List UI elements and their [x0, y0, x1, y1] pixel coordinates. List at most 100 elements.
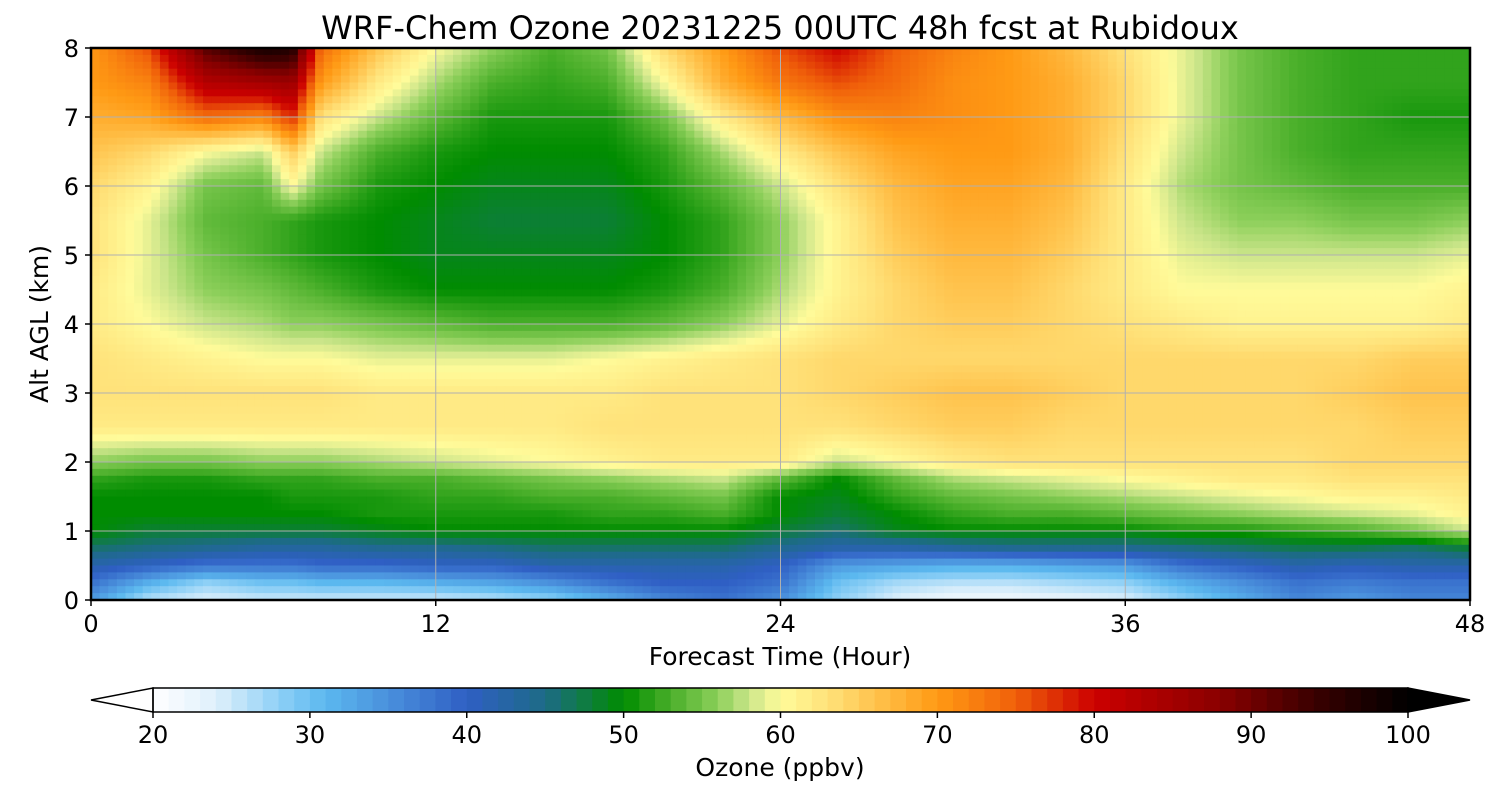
heatmap-cell	[1047, 227, 1057, 235]
heatmap-cell	[935, 48, 945, 56]
heatmap-cell	[1004, 75, 1014, 84]
heatmap-cell	[1332, 130, 1342, 139]
heatmap-cell	[1116, 117, 1126, 125]
heatmap-cell	[1021, 234, 1032, 242]
heatmap-cell	[840, 61, 851, 70]
heatmap-cell	[1185, 117, 1195, 125]
heatmap-cell	[323, 144, 334, 153]
heatmap-cell	[909, 130, 920, 139]
heatmap-cell	[633, 82, 644, 91]
heatmap-cell	[444, 206, 454, 215]
heatmap-cell	[384, 144, 394, 153]
heatmap-cell	[228, 130, 239, 139]
heatmap-cell	[289, 103, 299, 111]
heatmap-cell	[185, 192, 196, 201]
heatmap-cell	[271, 137, 282, 146]
heatmap-cell	[418, 192, 428, 201]
heatmap-cell	[711, 255, 721, 263]
heatmap-cell	[927, 255, 937, 263]
heatmap-cell	[1357, 165, 1368, 173]
heatmap-cell	[1297, 130, 1307, 139]
heatmap-cell	[814, 61, 825, 70]
heatmap-cell	[1202, 103, 1213, 111]
heatmap-cell	[1073, 61, 1083, 70]
heatmap-cell	[323, 130, 334, 139]
heatmap-cell	[306, 89, 316, 97]
heatmap-cell	[220, 206, 230, 215]
heatmap-cell	[1461, 89, 1470, 97]
heatmap-cell	[1245, 137, 1256, 146]
heatmap-cell	[1254, 103, 1264, 111]
heatmap-cell	[642, 68, 652, 77]
heatmap-cell	[720, 103, 730, 111]
heatmap-cell	[599, 192, 609, 201]
heatmap-cell	[1263, 48, 1273, 56]
heatmap-cell	[504, 220, 515, 229]
heatmap-cell	[1202, 130, 1213, 139]
heatmap-cell	[1142, 89, 1152, 97]
heatmap-cell	[521, 61, 532, 70]
heatmap-cell	[1435, 213, 1445, 222]
heatmap-cell	[254, 68, 265, 77]
heatmap-cell	[1202, 123, 1213, 132]
heatmap-cell	[590, 61, 601, 70]
heatmap-cell	[478, 179, 489, 187]
heatmap-cell	[1211, 123, 1221, 132]
heatmap-cell	[1211, 89, 1221, 97]
heatmap-cell	[961, 110, 971, 118]
heatmap-cell	[918, 234, 928, 242]
heatmap-cell	[134, 241, 144, 249]
heatmap-cell	[702, 89, 713, 97]
heatmap-cell	[1228, 192, 1238, 201]
heatmap-cell	[1366, 123, 1376, 132]
heatmap-cell	[194, 213, 204, 222]
heatmap-cell	[1090, 130, 1101, 139]
heatmap-cell	[1332, 206, 1342, 215]
heatmap-cell	[1401, 110, 1411, 118]
heatmap-cell	[633, 103, 644, 111]
heatmap-cell	[1133, 68, 1144, 77]
heatmap-cell	[1401, 123, 1411, 132]
heatmap-cell	[254, 179, 265, 187]
heatmap-cell	[168, 130, 178, 139]
heatmap-cell	[228, 199, 239, 208]
heatmap-cell	[875, 248, 885, 256]
heatmap-cell	[754, 96, 764, 104]
heatmap-cell	[99, 165, 109, 173]
heatmap-cell	[547, 213, 558, 222]
heatmap-cell	[409, 48, 420, 56]
heatmap-cell	[487, 89, 497, 97]
heatmap-cell	[1125, 82, 1135, 91]
heatmap-cell	[1168, 96, 1178, 104]
heatmap-cell	[952, 68, 963, 77]
heatmap-cell	[1271, 144, 1282, 153]
heatmap-cell	[582, 241, 592, 249]
heatmap-cell	[504, 144, 515, 153]
heatmap-cell	[840, 227, 851, 235]
heatmap-cell	[1168, 117, 1178, 125]
heatmap-cell	[1366, 137, 1376, 146]
heatmap-cell	[944, 61, 954, 70]
heatmap-cell	[530, 172, 540, 180]
heatmap-cell	[487, 158, 497, 166]
heatmap-cell	[1004, 68, 1014, 77]
heatmap-cell	[1185, 68, 1195, 77]
heatmap-cell	[694, 165, 704, 173]
heatmap-cell	[504, 123, 515, 132]
heatmap-cell	[1185, 61, 1195, 70]
heatmap-cell	[1099, 206, 1109, 215]
heatmap-cell	[1090, 248, 1101, 256]
heatmap-cell	[1383, 213, 1394, 222]
heatmap-cell	[659, 255, 670, 263]
heatmap-cell	[1461, 206, 1470, 215]
heatmap-cell	[1426, 103, 1437, 111]
heatmap-cell	[995, 255, 1006, 263]
heatmap-cell	[677, 220, 687, 229]
heatmap-cell	[1125, 75, 1135, 84]
heatmap-cell	[547, 234, 558, 242]
heatmap-cell	[349, 165, 359, 173]
heatmap-cell	[1064, 89, 1075, 97]
heatmap-cell	[685, 123, 696, 132]
heatmap-cell	[125, 261, 135, 270]
heatmap-cell	[237, 68, 247, 77]
